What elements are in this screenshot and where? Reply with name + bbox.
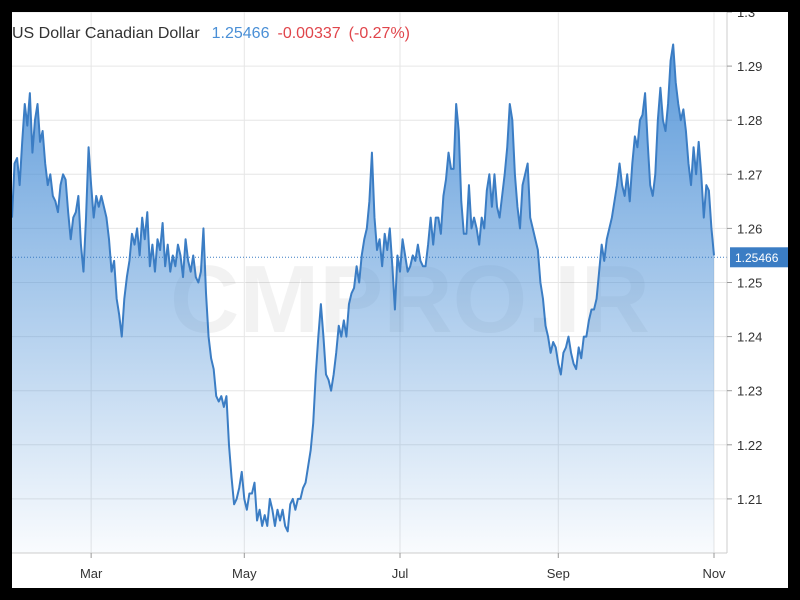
- current-price: 1.25466: [211, 25, 270, 42]
- y-tick-label: 1.22: [737, 438, 762, 453]
- y-tick-label: 1.29: [737, 59, 762, 74]
- x-tick-label: Mar: [80, 566, 103, 581]
- axes: 1.21 1.22 1.23 1.24 1.25 1.26 1.27 1.28 1.29 1.3 M…: [12, 12, 788, 581]
- x-tick-label: Jul: [392, 566, 409, 581]
- y-tick-label: 1.24: [737, 330, 762, 345]
- chart-title: US Dollar Canadian Dollar: [12, 25, 200, 42]
- chart-header: US Dollar Canadian Dollar 1.25466 -0.003…: [12, 22, 418, 46]
- y-tick-label: 1.27: [737, 167, 762, 182]
- x-tick-label: May: [232, 566, 257, 581]
- price-change: -0.00337: [277, 25, 341, 42]
- current-value-label: 1.25466: [735, 251, 779, 265]
- y-tick-label: 1.25: [737, 276, 762, 291]
- area-layer: [12, 43, 727, 554]
- current-value-tag: [730, 247, 788, 268]
- area-fill: [12, 44, 714, 554]
- x-tick-label: Nov: [702, 566, 726, 581]
- y-tick-label: 1.23: [737, 384, 762, 399]
- chart-panel: CMPRO.IR 1.211.221.231.241.251.261.271.2…: [12, 12, 788, 588]
- y-tick-label: 1.3: [737, 12, 755, 20]
- y-tick-label: 1.26: [737, 221, 762, 236]
- area-chart: CMPRO.IR 1.211.221.231.241.251.261.271.2…: [12, 12, 788, 581]
- x-tick-label: Sep: [547, 566, 570, 581]
- y-tick-label: 1.21: [737, 492, 762, 507]
- y-tick-label: 1.28: [737, 113, 762, 128]
- price-change-percent: (-0.27%): [348, 25, 411, 42]
- series-line: [12, 43, 715, 533]
